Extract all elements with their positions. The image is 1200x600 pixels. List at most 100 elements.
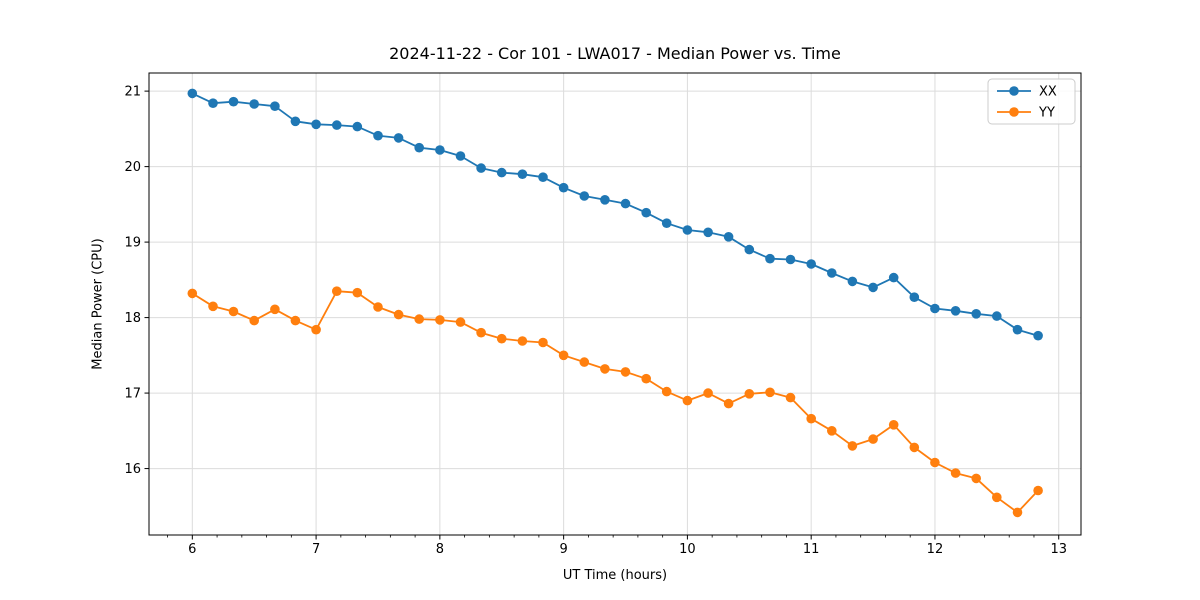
data-point-yy [827,426,837,436]
data-point-xx [538,172,548,182]
data-point-xx [971,309,981,319]
data-point-yy [930,457,940,468]
x-tick-label: 11 [803,542,820,557]
data-point-yy [208,301,218,312]
y-tick-label: 20 [124,160,141,175]
data-point-xx [600,195,610,205]
data-point-xx [558,182,569,193]
data-point-yy [435,315,445,325]
data-point-xx [620,198,631,209]
data-point-xx [641,207,651,218]
data-point-yy [455,317,466,327]
x-tick-label: 6 [188,542,196,557]
data-point-yy [558,350,569,361]
x-tick-label: 10 [679,542,696,557]
data-point-yy [414,314,425,324]
data-point-yy [600,364,610,374]
data-point-yy [517,336,528,346]
data-point-xx [827,268,837,278]
data-point-xx [765,253,775,264]
data-point-xx [703,227,713,238]
data-point-yy [703,388,713,398]
data-point-yy [620,367,631,377]
y-tick-label: 16 [124,462,141,477]
data-point-xx [435,145,445,155]
data-point-yy [1012,507,1023,518]
legend [987,78,1076,125]
data-point-yy [373,302,383,312]
data-point-yy [888,420,899,430]
data-point-xx [1033,330,1043,341]
chart-title: 2024-11-22 - Cor 101 - LWA017 - Median P… [389,44,841,63]
data-point-yy [249,315,259,326]
data-point-yy [971,473,981,484]
data-point-yy [496,333,507,344]
data-point-yy [393,309,404,320]
data-point-yy [868,434,878,444]
data-point-xx [311,119,321,130]
data-point-yy [765,387,775,398]
data-point-yy [352,287,363,298]
x-tick-label: 13 [1050,542,1067,557]
data-point-xx [270,101,280,111]
y-tick-label: 19 [124,236,141,251]
data-point-yy [682,395,693,406]
y-axis-label-text: Median Power (CPU) [90,238,106,370]
x-tick-label: 12 [927,542,944,557]
data-point-yy [476,327,486,338]
data-point-xx [992,311,1002,321]
plot-frame [148,72,1082,536]
data-point-xx [455,151,466,161]
legend-label-xx: XX [1039,85,1057,100]
y-tick-label: 21 [124,85,141,100]
y-tick-label: 17 [124,387,141,402]
data-point-yy [270,304,280,315]
data-point-xx [744,244,755,255]
data-point-yy [992,492,1002,503]
legend-marker-xx [1009,86,1019,96]
x-tick-label: 7 [312,542,320,557]
data-point-yy [228,306,239,317]
data-point-yy [661,386,672,397]
data-point-yy [311,324,321,335]
data-point-xx [847,276,858,287]
data-point-xx [579,191,590,201]
data-point-yy [1033,485,1043,496]
data-point-yy [187,288,198,299]
data-point-yy [806,413,816,424]
data-point-xx [414,142,425,153]
data-point-xx [723,232,734,242]
data-point-yy [641,373,651,384]
data-point-xx [393,133,404,143]
x-tick-label: 9 [559,542,567,557]
data-point-xx [228,96,239,107]
data-point-xx [187,88,198,99]
data-point-xx [373,130,383,141]
data-point-xx [332,120,342,130]
data-point-xx [1012,324,1023,335]
data-point-xx [888,272,899,283]
data-point-xx [909,292,920,303]
data-point-xx [517,169,528,179]
data-point-xx [476,163,486,173]
y-tick-label: 18 [124,311,141,326]
data-point-yy [744,389,755,399]
data-point-xx [868,282,878,293]
data-point-yy [950,468,961,478]
legend-marker-yy [1009,107,1019,117]
data-point-yy [909,442,920,453]
data-point-yy [785,392,796,403]
data-point-xx [785,254,796,265]
data-point-xx [208,98,218,108]
data-point-yy [847,441,858,451]
data-point-yy [538,337,548,348]
data-point-xx [661,218,672,228]
x-tick-label: 8 [436,542,444,557]
series-line-yy [191,290,1039,514]
data-point-yy [332,286,342,297]
data-point-xx [249,99,259,109]
data-point-xx [930,303,940,314]
data-point-xx [290,116,301,127]
